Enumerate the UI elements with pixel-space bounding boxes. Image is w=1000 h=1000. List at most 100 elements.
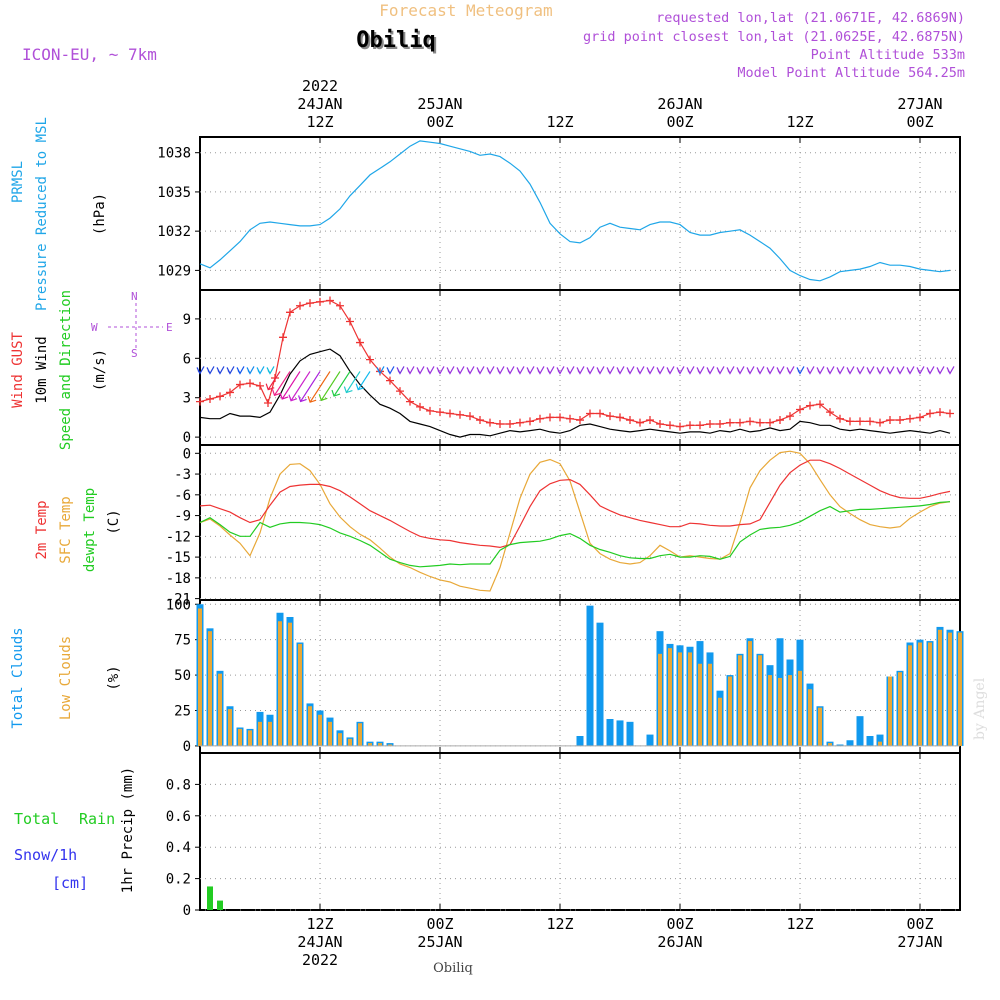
gust-point bbox=[264, 398, 272, 407]
gust-point bbox=[506, 419, 514, 428]
gust-point bbox=[216, 392, 224, 401]
wind-barb bbox=[796, 366, 805, 375]
wind-barb bbox=[666, 366, 675, 375]
top-time-label: 00Z bbox=[906, 113, 933, 131]
gust-point bbox=[476, 416, 484, 425]
wind-barb bbox=[726, 366, 735, 375]
top-time-label: 12Z bbox=[786, 113, 813, 131]
bottom-time-label: 24JAN bbox=[297, 933, 342, 951]
wind-barb bbox=[876, 366, 885, 375]
compass-e: E bbox=[166, 321, 173, 334]
low-cloud-bar bbox=[768, 675, 772, 746]
gust-point bbox=[866, 417, 874, 426]
top-time-label: 12Z bbox=[546, 113, 573, 131]
wind-barb bbox=[236, 366, 245, 375]
wind-barb bbox=[786, 366, 795, 375]
low-cloud-bar bbox=[948, 632, 952, 746]
gust-point bbox=[446, 409, 454, 418]
model-altitude: Model Point Altitude 564.25m bbox=[737, 65, 965, 81]
low-cloud-bar bbox=[828, 743, 832, 746]
y-tick-label: 0.6 bbox=[166, 809, 191, 825]
clouds-unit: (%) bbox=[106, 665, 122, 690]
wind-barb bbox=[266, 366, 275, 375]
low-cloud-bar bbox=[708, 663, 712, 746]
y-tick-label: 9 bbox=[183, 312, 191, 328]
low-cloud-bar bbox=[388, 744, 392, 746]
gust-point bbox=[246, 379, 254, 388]
wind-barb bbox=[846, 366, 855, 375]
gust-point bbox=[876, 418, 884, 427]
wind-barb bbox=[776, 366, 785, 375]
low-cloud-bar bbox=[278, 621, 282, 746]
gust-point bbox=[606, 412, 614, 421]
low-cloud-bar bbox=[728, 676, 732, 746]
low-cloud-bar bbox=[658, 653, 662, 746]
gust-point bbox=[686, 421, 694, 430]
wind-barb bbox=[446, 366, 455, 375]
y-tick-label: 1038 bbox=[157, 146, 191, 162]
low-cloud-bar bbox=[908, 645, 912, 746]
gust-point bbox=[306, 299, 314, 308]
top-time-label: 27JAN bbox=[897, 95, 942, 113]
low-cloud-bar bbox=[198, 608, 202, 746]
wind-barb bbox=[265, 371, 281, 391]
gust-point bbox=[916, 413, 924, 422]
low-cloud-bar bbox=[738, 655, 742, 746]
wind-barb bbox=[686, 366, 695, 375]
bottom-time-label: 12Z bbox=[546, 915, 573, 933]
total-cloud-bar bbox=[586, 605, 594, 746]
y-tick-label: -9 bbox=[174, 509, 191, 525]
meteogram-header: Forecast Meteogram Obiliq Obiliq ICON-EU… bbox=[22, 1, 988, 976]
compass-axes bbox=[108, 303, 163, 351]
wind-barb bbox=[343, 371, 361, 394]
total-cloud-bar bbox=[606, 719, 614, 746]
gust-point bbox=[316, 297, 324, 306]
gust-label: Wind GUST bbox=[10, 332, 26, 408]
gust-point bbox=[226, 388, 234, 397]
wind-barb bbox=[676, 366, 685, 375]
y-tick-label: 1029 bbox=[157, 263, 191, 279]
gust-point bbox=[286, 308, 294, 317]
gust-point bbox=[556, 413, 564, 422]
gust-point bbox=[426, 406, 434, 415]
wind-barb bbox=[896, 366, 905, 375]
pressure-unit: (hPa) bbox=[92, 193, 108, 235]
compass-s: S bbox=[131, 347, 138, 360]
gust-point bbox=[656, 419, 664, 428]
requested-coords: requested lon,lat (21.0671E, 42.6869N) bbox=[656, 10, 965, 26]
wind-barb bbox=[596, 366, 605, 375]
gust-point bbox=[496, 419, 504, 428]
wind-barb bbox=[646, 366, 655, 375]
gust-point bbox=[236, 380, 244, 389]
gust-point bbox=[456, 410, 464, 419]
precip-axis-label: 1hr Precip (mm) bbox=[120, 767, 136, 893]
y-tick-label: -21 bbox=[166, 592, 191, 608]
wind-unit: (m/s) bbox=[92, 349, 108, 391]
wind-barb bbox=[216, 366, 225, 375]
bottom-time-label: 00Z bbox=[426, 915, 453, 933]
gust-point bbox=[646, 416, 654, 425]
y-tick-label: 0 bbox=[183, 430, 191, 446]
gust-point bbox=[346, 317, 354, 326]
sfc-temp-line bbox=[199, 450, 951, 592]
low-cloud-bar bbox=[218, 673, 222, 746]
temp-2m-label: 2m Temp bbox=[34, 500, 50, 559]
gust-point bbox=[906, 414, 914, 423]
wind-barb bbox=[506, 366, 515, 375]
total-rain-label-2: Rain bbox=[79, 810, 115, 828]
gust-point bbox=[786, 412, 794, 421]
wind-barb bbox=[566, 366, 575, 375]
total-cloud-bar bbox=[596, 622, 604, 746]
station-name: Obiliq bbox=[356, 28, 435, 53]
wind-barb bbox=[856, 366, 865, 375]
bottom-time-label: 27JAN bbox=[897, 933, 942, 951]
gust-point bbox=[336, 301, 344, 310]
panel-frame-4 bbox=[199, 599, 961, 754]
gust-point bbox=[816, 400, 824, 409]
low-cloud-bar bbox=[888, 676, 892, 746]
total-cloud-bar bbox=[876, 734, 884, 746]
wind-direction-label: Speed and Direction bbox=[58, 290, 74, 450]
low-cloud-bar bbox=[328, 721, 332, 746]
gust-point bbox=[256, 381, 264, 390]
low-cloud-bar bbox=[288, 622, 292, 746]
